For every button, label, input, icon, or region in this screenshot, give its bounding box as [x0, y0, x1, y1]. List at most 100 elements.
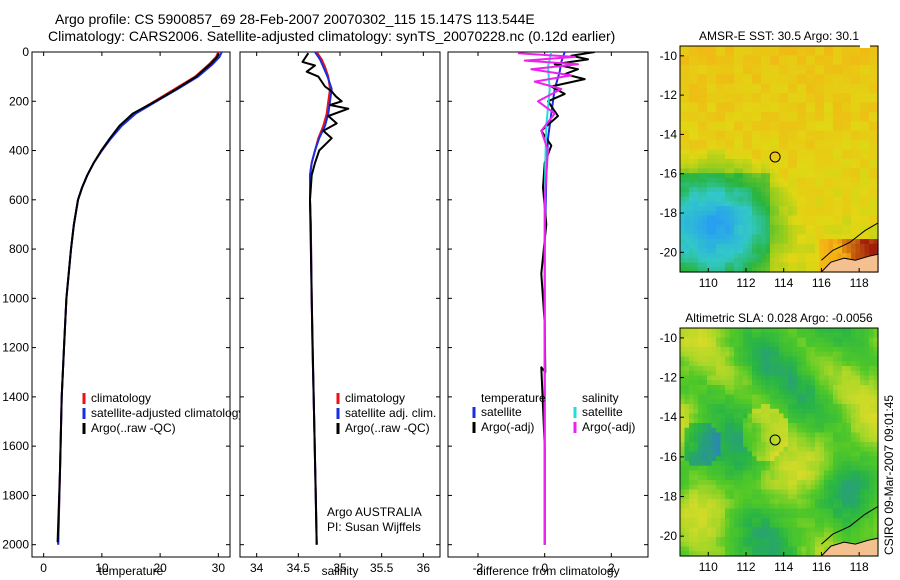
sla_map-cell [869, 380, 875, 386]
sst_map-cell [873, 135, 879, 141]
sla_map-cell [855, 461, 861, 467]
sla_map-cell [761, 532, 767, 538]
sst_map-cell [716, 121, 722, 127]
sst_map-cell [806, 187, 812, 193]
sst_map-cell [797, 220, 803, 226]
difference-x-axis-label: difference from climatology [476, 564, 619, 578]
sla_map-cell [824, 522, 830, 529]
sla_map-cell [869, 342, 875, 348]
sla_map-cell [864, 370, 870, 377]
sst_map-cell [716, 102, 722, 108]
sla_map-cell [846, 356, 852, 362]
sst_map-cell [851, 196, 857, 202]
sst_map-cell [824, 257, 830, 264]
sst_map-cell [819, 126, 825, 132]
sla_map-cell [765, 423, 771, 429]
sst_map-cell [752, 248, 758, 254]
sst_map-cell [689, 107, 695, 113]
sst_map-cell [788, 116, 794, 122]
sst_map-cell [815, 257, 821, 264]
sst_map-cell [765, 126, 771, 132]
sla_map-cell [779, 527, 785, 533]
sst_map-argo-marker [769, 151, 781, 163]
sla_map-cell [855, 413, 861, 419]
sst_map-cell [747, 267, 753, 273]
sla_map-cell [765, 499, 771, 505]
sla_map-cell [860, 465, 866, 472]
sla_map-x-tick-label: 112 [736, 560, 755, 574]
sst_map-cell [810, 182, 816, 188]
sla_map-cell [833, 351, 839, 358]
sst_map-cell [770, 257, 776, 264]
sst_map-cell [851, 50, 857, 57]
sla_map-cell [689, 437, 695, 443]
salinity-x-tick-label: 35.5 [370, 561, 394, 575]
sla_map-cell [698, 541, 704, 548]
sst_map-cell [806, 257, 812, 264]
sst_map-cell [779, 267, 785, 273]
sla_map-cell [765, 470, 771, 476]
sla_map-cell [851, 480, 857, 486]
sla_map-cell [860, 532, 866, 538]
sst_map-cell [819, 83, 825, 89]
sst_map-cell [810, 234, 816, 240]
sla_map-cell [738, 489, 744, 495]
sla_map-cell [869, 432, 875, 438]
sla_map-cell [756, 404, 762, 410]
sst_map-cell [873, 234, 879, 240]
sla_map-cell [729, 332, 735, 339]
sla_map-cell [783, 342, 789, 348]
sst_map-cell [698, 135, 704, 141]
sla_map-cell [720, 546, 726, 552]
sla_map-cell [846, 451, 852, 457]
sla_map-cell [770, 503, 776, 510]
sla_map-cell [783, 394, 789, 400]
sla_map-cell [689, 537, 695, 543]
sla_map-cell [684, 394, 690, 400]
sst_map-cell [765, 243, 771, 250]
sla_map-cell [783, 551, 789, 557]
sla_map-cell [729, 442, 735, 448]
sst_map-cell [756, 88, 762, 94]
sst_map-cell [864, 206, 870, 212]
sla_map-cell [707, 546, 713, 552]
sla_map-cell [869, 408, 875, 415]
sla_map-cell [693, 408, 699, 415]
sla_map-cell [824, 513, 830, 519]
sla_map-cell [761, 527, 767, 533]
sst_map-cell [855, 97, 861, 104]
difference-x-tick-label: 0 [541, 561, 548, 575]
sla_map-cell [765, 351, 771, 358]
sst_map-cell [833, 191, 839, 198]
sst_map-cell [707, 111, 713, 118]
sst_map-cell [752, 69, 758, 75]
sst_map-cell [828, 140, 834, 146]
sst_map-cell [734, 111, 740, 118]
sst_map-cell [747, 243, 753, 250]
sst_map-cell [725, 159, 731, 165]
sst_map-cell [756, 60, 762, 66]
sst_map-cell [833, 243, 839, 250]
sst_map-cell [783, 210, 789, 217]
sst_map-cell [869, 234, 875, 240]
sst_map-cell [774, 97, 780, 104]
sst_map-cell [702, 83, 708, 89]
sst_map-cell [815, 46, 821, 52]
sst_map-cell [729, 116, 735, 122]
sst_map-cell [806, 196, 812, 202]
sla_map-cell [855, 408, 861, 415]
sst_map-cell [702, 229, 708, 235]
sla_map-cell [842, 370, 848, 377]
sst_map-cell [792, 140, 798, 146]
sst_map-cell [828, 229, 834, 235]
sst_map-cell [810, 173, 816, 179]
sla_map-cell [779, 347, 785, 353]
sst_map-cell [716, 224, 722, 231]
sla_map-cell [689, 361, 695, 367]
sst_map-cell [833, 64, 839, 71]
sst_map-cell [761, 182, 767, 188]
sla_map-cell [716, 408, 722, 415]
sst_map-cell [725, 210, 731, 217]
sla_map-cell [761, 337, 767, 343]
sst_map-cell [779, 140, 785, 146]
